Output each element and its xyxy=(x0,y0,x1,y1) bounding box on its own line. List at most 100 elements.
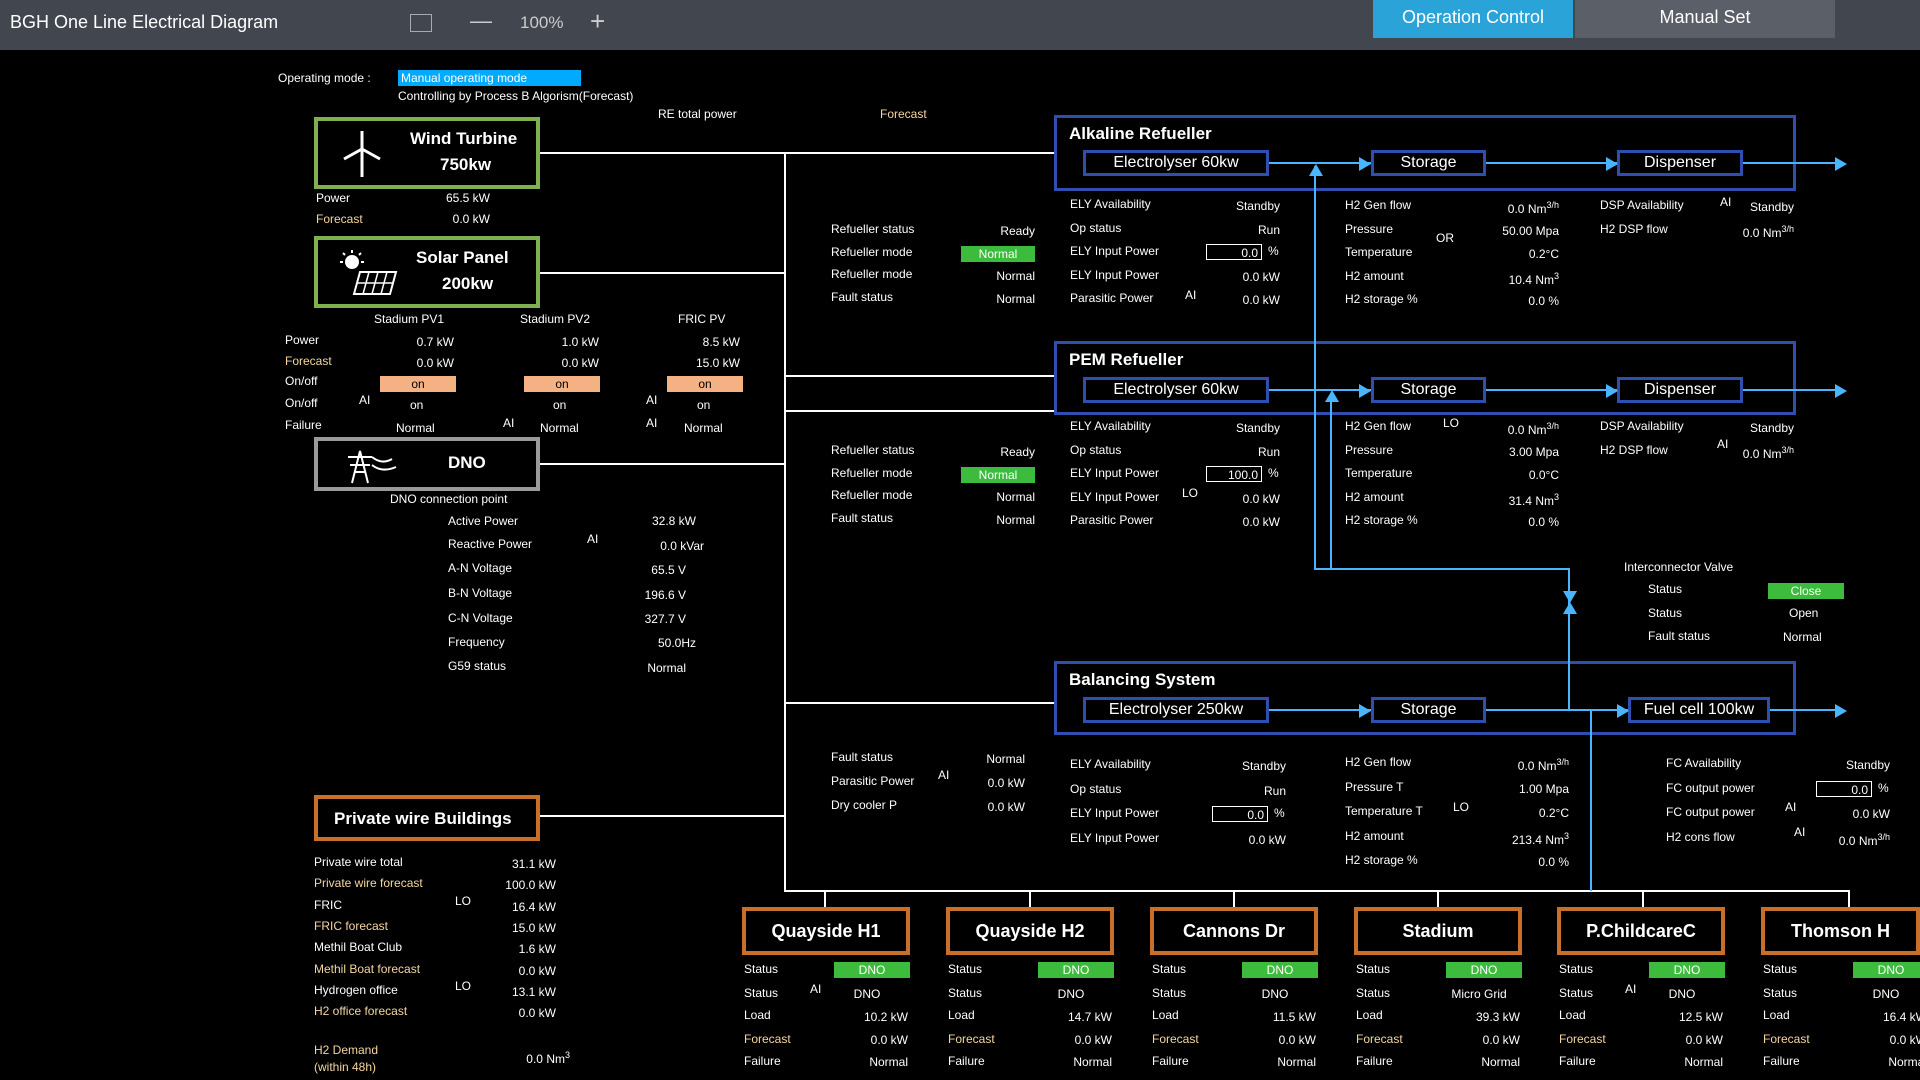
pem-h2-value-text: 0.0°C xyxy=(1528,468,1559,482)
alk-ely-value: Run xyxy=(1210,223,1280,237)
solar-col-fric: FRIC PV xyxy=(678,312,726,326)
load-0-box[interactable]: Quayside H1 xyxy=(742,907,910,955)
solar-pv1-forecast: 0.0 kW xyxy=(416,356,454,370)
load-status-label: Status xyxy=(1152,962,1187,976)
load-5-box[interactable]: Thomson H xyxy=(1761,907,1920,955)
solar-pv1-failure: Normal xyxy=(396,421,435,435)
pem-dsp-value-text: 0.0 Nm xyxy=(1742,446,1782,461)
alk-ely-value: 0.0 kW xyxy=(1210,293,1280,307)
dno-connection-point-label: DNO connection point xyxy=(390,492,508,506)
window-restore-icon[interactable] xyxy=(410,14,432,32)
solar-fric-onoff-button[interactable]: on xyxy=(667,376,743,392)
pem-h2-value: 0.0 Nm3/h xyxy=(1479,421,1559,437)
load-load-value: 39.3 kW xyxy=(1475,1010,1520,1024)
alk-ely-value: Standby xyxy=(1210,199,1280,213)
zoom-in-button[interactable]: + xyxy=(590,6,606,36)
pem-dispenser[interactable]: Dispenser xyxy=(1617,377,1743,403)
balancing-system-block[interactable] xyxy=(1054,661,1796,735)
tab-manual-set[interactable]: Manual Set xyxy=(1575,0,1835,38)
pem-h2-unit: 3/h xyxy=(1546,421,1559,431)
pem-dsp-value: Standby xyxy=(1734,421,1794,435)
bal-fc-input[interactable]: 0.0 xyxy=(1816,780,1872,797)
pem-refueller-block[interactable] xyxy=(1054,341,1796,415)
load-status-badge[interactable]: DNO xyxy=(1446,962,1522,978)
load-3-box[interactable]: Stadium xyxy=(1354,907,1522,955)
load-status-badge[interactable]: DNO xyxy=(1242,962,1318,978)
load-forecast-value: 0.0 kW xyxy=(1278,1033,1316,1047)
dno-an-voltage-value: 65.5 V xyxy=(651,563,686,577)
bal-status-value: Normal xyxy=(945,752,1025,766)
pem-h2-value-text: 3.00 Mpa xyxy=(1508,444,1559,459)
load-status-badge[interactable]: DNO xyxy=(834,962,910,978)
wind-turbine-name: Wind Turbine xyxy=(410,129,518,148)
solar-power-label: Power xyxy=(285,333,320,347)
load-load-label: Load xyxy=(948,1008,975,1022)
alk-ely-input[interactable]: 0.0 xyxy=(1206,244,1262,260)
private-wire-name: Private wire Buildings xyxy=(334,809,512,828)
alkaline-storage[interactable]: Storage xyxy=(1371,150,1486,176)
load-4-box[interactable]: P.ChildcareC xyxy=(1557,907,1725,955)
load-2-box[interactable]: Cannons Dr xyxy=(1150,907,1318,955)
alk-ai: AI xyxy=(1185,288,1197,302)
pipe-bal-2 xyxy=(1486,709,1628,711)
dno-an-voltage-label: A-N Voltage xyxy=(448,561,513,575)
pem-ai-dsp: AI xyxy=(1717,437,1729,451)
pem-lo-2: LO xyxy=(1443,416,1460,430)
pipe-interconnect-pem xyxy=(1330,393,1332,570)
pw-row-value: 15.0 kW xyxy=(511,920,556,935)
balancing-electrolyser[interactable]: Electrolyser 250kw xyxy=(1083,697,1269,723)
wind-turbine-box[interactable]: Wind Turbine 750kw xyxy=(314,117,540,189)
pem-status-mode-badge[interactable]: Normal xyxy=(961,466,1035,483)
solar-pv1-onoff-button[interactable]: on xyxy=(380,376,456,392)
load-failure-label: Failure xyxy=(1763,1054,1800,1068)
pem-storage[interactable]: Storage xyxy=(1371,377,1486,403)
pem-status-label: Refueller mode xyxy=(831,465,913,480)
pem-dsp-unit: 3/h xyxy=(1781,444,1794,455)
load-status2-label: Status xyxy=(744,986,779,1000)
alk-dsp-value: Standby xyxy=(1734,200,1794,214)
bal-ely-value: 0.0 kW xyxy=(1216,833,1286,847)
solar-pv2-onoff-button[interactable]: on xyxy=(524,376,600,392)
pem-electrolyser[interactable]: Electrolyser 60kw xyxy=(1083,377,1269,403)
bal-fc-value: Standby xyxy=(1820,758,1890,772)
load-forecast-value: 0.0 kW xyxy=(870,1033,908,1047)
private-wire-buildings-box[interactable]: Private wire Buildings xyxy=(314,795,540,841)
tab-operation-control[interactable]: Operation Control xyxy=(1373,0,1573,38)
solar-panel-box[interactable]: Solar Panel 200kw xyxy=(314,236,540,308)
load-forecast-value: 0.0 kW xyxy=(1685,1033,1723,1047)
alkaline-dispenser[interactable]: Dispenser xyxy=(1617,150,1743,176)
solar-ai-1: AI xyxy=(359,393,371,407)
zoom-out-button[interactable]: — xyxy=(470,8,492,33)
load-status-badge[interactable]: DNO xyxy=(1038,962,1114,978)
solar-pv2-power: 1.0 kW xyxy=(561,335,599,349)
alk-status-mode-badge[interactable]: Normal xyxy=(961,245,1035,262)
load-status-badge[interactable]: DNO xyxy=(1649,962,1725,978)
load-failure-value: Normal xyxy=(1481,1055,1520,1069)
solar-fric-failure: Normal xyxy=(684,421,723,435)
pem-h2-value: 0.0 % xyxy=(1479,515,1559,529)
load-forecast-label: Forecast xyxy=(744,1032,791,1046)
solar-pv2-failure: Normal xyxy=(540,421,579,435)
dno-box[interactable]: DNO xyxy=(314,437,540,491)
pem-ely-input[interactable]: 100.0 xyxy=(1206,466,1262,482)
bal-ely-input[interactable]: 0.0 xyxy=(1212,806,1268,822)
pem-dsp-label: H2 DSP flow xyxy=(1600,442,1668,457)
solar-onoff2-label: On/off xyxy=(285,396,318,410)
fuel-cell[interactable]: Fuel cell 100kw xyxy=(1628,697,1770,723)
alk-h2-value: 0.0 % xyxy=(1479,294,1559,308)
alkaline-refueller-block[interactable] xyxy=(1054,115,1796,191)
load-status-label: Status xyxy=(1356,962,1391,976)
alkaline-electrolyser[interactable]: Electrolyser 60kw xyxy=(1083,150,1269,176)
load-load-label: Load xyxy=(1356,1008,1383,1022)
load-status-badge[interactable]: DNO xyxy=(1853,962,1920,978)
pem-lo-1: LO xyxy=(1182,486,1199,500)
operating-mode-select[interactable]: Manual operating mode xyxy=(398,70,581,86)
valve-close-button[interactable]: Close xyxy=(1768,583,1844,599)
pw-row-label: Hydrogen office xyxy=(314,982,398,997)
load-drop-3 xyxy=(1233,890,1235,908)
load-1-box[interactable]: Quayside H2 xyxy=(946,907,1114,955)
alk-dsp-value-text: Standby xyxy=(1749,200,1794,214)
bal-ai-1: AI xyxy=(938,768,950,782)
balancing-storage[interactable]: Storage xyxy=(1371,697,1486,723)
solar-ai-3: AI xyxy=(503,416,515,430)
